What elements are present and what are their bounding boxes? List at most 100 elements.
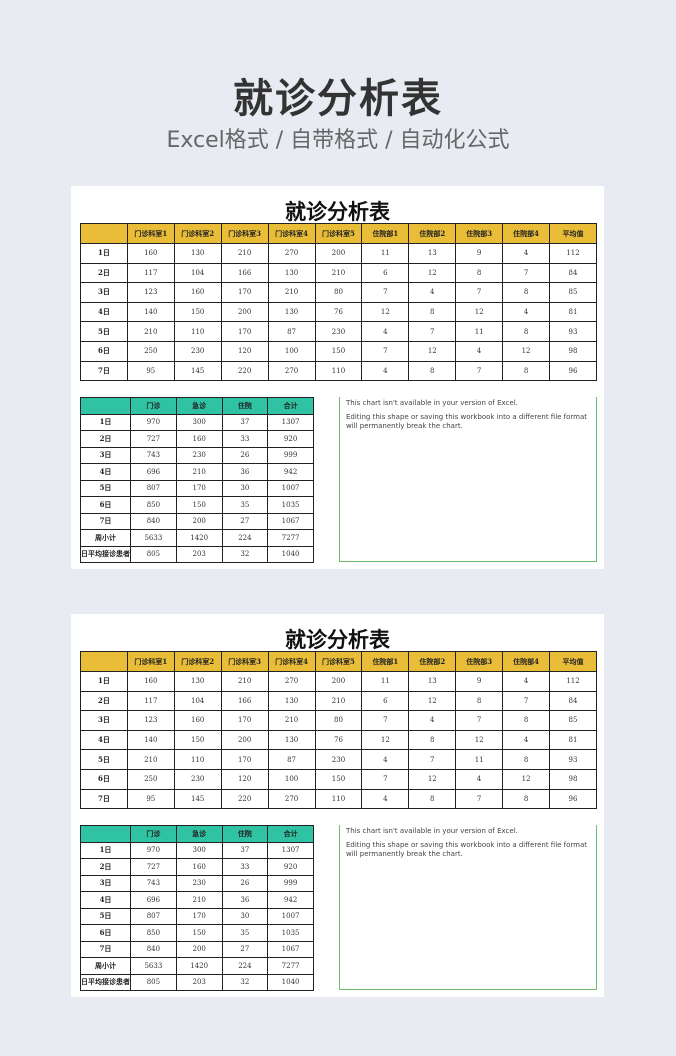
table-cell: 140 xyxy=(126,729,175,751)
column-header: 门诊 xyxy=(130,825,177,843)
table-row: 6日 850 150 35 1035 xyxy=(80,496,314,514)
table-cell: 8 xyxy=(502,360,550,382)
table-cell: 224 xyxy=(221,529,269,547)
table-cell: 12 xyxy=(361,301,410,323)
table-cell: 8 xyxy=(502,710,550,731)
row-label: 6日 xyxy=(80,340,128,362)
table-cell: 150 xyxy=(175,924,223,942)
table-cell: 87 xyxy=(267,749,316,770)
table-cell: 200 xyxy=(175,512,223,530)
table-row: 1日 970 300 37 1307 xyxy=(80,413,314,431)
table-cell: 150 xyxy=(173,729,222,751)
column-header: 门诊科室2 xyxy=(173,651,222,672)
table-cell: 100 xyxy=(267,768,316,790)
table-cell: 840 xyxy=(130,940,177,958)
table-cell: 11 xyxy=(455,749,504,770)
table-cell: 807 xyxy=(130,479,177,497)
table-cell: 123 xyxy=(126,282,175,303)
table-cell: 270 xyxy=(267,360,316,382)
row-label: 7日 xyxy=(80,512,131,530)
column-header: 住院部1 xyxy=(361,651,410,672)
table-row: 7日 95 145 220 270 110 4 8 7 8 96 xyxy=(80,788,597,810)
chart-placeholder[interactable]: This chart isn't available in your versi… xyxy=(339,825,597,990)
table-cell: 11 xyxy=(455,321,504,342)
table-cell: 230 xyxy=(314,321,363,342)
table-row: 周小计 5633 1420 224 7277 xyxy=(80,529,314,547)
column-header: 门诊科室1 xyxy=(126,223,175,244)
table-cell: 4 xyxy=(455,768,504,790)
table-row: 5日 807 170 30 1007 xyxy=(80,479,314,497)
row-label: 周小计 xyxy=(80,957,131,975)
table-cell: 26 xyxy=(221,874,269,892)
table-cell: 150 xyxy=(175,496,223,514)
table-cell: 1040 xyxy=(267,545,314,563)
table-row: 5日 210 110 170 87 230 4 7 11 8 93 xyxy=(80,749,597,770)
table-cell: 130 xyxy=(267,301,316,323)
table-cell: 110 xyxy=(173,749,222,770)
row-label: 3日 xyxy=(80,446,131,464)
table-cell: 1040 xyxy=(267,973,314,991)
table-row: 4日 696 210 36 942 xyxy=(80,463,314,481)
row-label: 1日 xyxy=(80,841,131,859)
table-cell: 8 xyxy=(455,690,504,712)
table-cell: 37 xyxy=(221,413,269,431)
table-cell: 5633 xyxy=(130,957,177,975)
table-cell: 27 xyxy=(221,512,269,530)
column-header: 急诊 xyxy=(175,397,223,415)
table-cell: 130 xyxy=(267,690,316,712)
chart-placeholder[interactable]: This chart isn't available in your versi… xyxy=(339,397,597,562)
column-header: 平均值 xyxy=(549,223,597,244)
table-cell: 7 xyxy=(455,788,504,810)
table-cell: 85 xyxy=(549,710,597,731)
table-cell: 300 xyxy=(175,413,223,431)
table-row: 1日 970 300 37 1307 xyxy=(80,841,314,859)
table-cell: 8 xyxy=(502,282,550,303)
table-cell: 130 xyxy=(173,671,222,692)
table-cell: 80 xyxy=(314,282,363,303)
table-cell: 30 xyxy=(221,479,269,497)
row-label: 4日 xyxy=(80,891,131,909)
table-cell: 210 xyxy=(314,262,363,284)
table-cell: 96 xyxy=(549,788,597,810)
table-cell: 210 xyxy=(314,690,363,712)
table-cell: 6 xyxy=(361,262,410,284)
table-row: 6日 850 150 35 1035 xyxy=(80,924,314,942)
chart-warning-text: Editing this shape or saving this workbo… xyxy=(346,413,588,430)
table-row: 2日 117 104 166 130 210 6 12 8 7 84 xyxy=(80,262,597,284)
table-cell: 27 xyxy=(221,940,269,958)
sheet-preview-1: 就诊分析表 门诊科室1 门诊科室2 门诊科室3 门诊科室4 门诊科室5 住院部1 住院部2 住院… xyxy=(71,186,604,569)
table-cell: 12 xyxy=(408,262,457,284)
table-cell: 4 xyxy=(502,301,550,323)
table-cell: 230 xyxy=(173,768,222,790)
table-cell: 13 xyxy=(408,243,457,264)
table-row: 5日 807 170 30 1007 xyxy=(80,907,314,925)
table-cell: 35 xyxy=(221,496,269,514)
table-row: 3日 123 160 170 210 80 7 4 7 8 85 xyxy=(80,282,597,303)
table-cell: 696 xyxy=(130,891,177,909)
table-cell: 12 xyxy=(502,768,550,790)
table-cell: 850 xyxy=(130,924,177,942)
table-cell: 1035 xyxy=(267,924,314,942)
table-cell: 98 xyxy=(549,768,597,790)
table-row: 4日 696 210 36 942 xyxy=(80,891,314,909)
table-row: 周小计 5633 1420 224 7277 xyxy=(80,957,314,975)
sheet-preview-2: 就诊分析表 门诊科室1 门诊科室2 门诊科室3 门诊科室4 门诊科室5 住院部1 住院部2 住院… xyxy=(71,614,604,997)
column-header: 门诊 xyxy=(130,397,177,415)
table-cell: 12 xyxy=(502,340,550,362)
table-cell: 170 xyxy=(175,479,223,497)
table-cell: 999 xyxy=(267,874,314,892)
table-cell: 26 xyxy=(221,446,269,464)
table-cell: 9 xyxy=(455,243,504,264)
table-cell: 12 xyxy=(408,768,457,790)
table-cell: 9 xyxy=(455,671,504,692)
table-cell: 117 xyxy=(126,690,175,712)
row-label: 3日 xyxy=(80,710,128,731)
table-cell: 224 xyxy=(221,957,269,975)
table-cell: 13 xyxy=(408,671,457,692)
table-cell: 805 xyxy=(130,973,177,991)
table-cell: 84 xyxy=(549,262,597,284)
table-cell: 5633 xyxy=(130,529,177,547)
row-label: 7日 xyxy=(80,360,128,382)
table-cell: 8 xyxy=(408,729,457,751)
row-label: 7日 xyxy=(80,940,131,958)
